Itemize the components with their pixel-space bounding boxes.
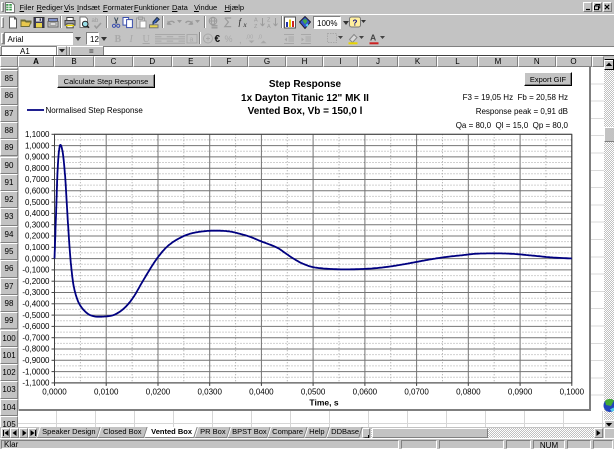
svg-text:-0,4000: -0,4000 <box>22 300 50 309</box>
svg-text:-0,3000: -0,3000 <box>22 288 50 297</box>
svg-text:-0,1000: -0,1000 <box>22 266 50 275</box>
svg-text:-0,2000: -0,2000 <box>22 277 50 286</box>
svg-text:0,8000: 0,8000 <box>25 164 50 173</box>
svg-text:0,3000: 0,3000 <box>25 220 50 229</box>
svg-text:,: , <box>239 35 242 45</box>
svg-text:B: B <box>115 34 122 45</box>
svg-text:a: a <box>189 37 193 44</box>
svg-text:0,9000: 0,9000 <box>25 153 50 162</box>
svg-text:0,1000: 0,1000 <box>560 388 585 397</box>
svg-text:0,0400: 0,0400 <box>249 388 274 397</box>
svg-text:Z: Z <box>254 24 258 29</box>
svg-text:%: % <box>225 34 233 44</box>
svg-text:0,0900: 0,0900 <box>508 388 533 397</box>
svg-text:0,7000: 0,7000 <box>25 175 50 184</box>
svg-text:€: € <box>215 34 221 45</box>
svg-text:0,0300: 0,0300 <box>197 388 222 397</box>
svg-text:Z: Z <box>267 18 271 24</box>
svg-text:A: A <box>370 33 376 43</box>
svg-text:-0,5000: -0,5000 <box>22 311 50 320</box>
svg-text:,00: ,00 <box>246 35 254 41</box>
svg-text:-0,8000: -0,8000 <box>22 345 50 354</box>
svg-text:0,0100: 0,0100 <box>94 388 119 397</box>
svg-text:0,0200: 0,0200 <box>146 388 171 397</box>
svg-text:Normalised Step Response: Normalised Step Response <box>46 106 144 115</box>
svg-text:?: ? <box>353 19 358 28</box>
svg-text:1,0000: 1,0000 <box>25 141 50 150</box>
svg-text:0,4000: 0,4000 <box>25 209 50 218</box>
svg-text:0,0500: 0,0500 <box>301 388 326 397</box>
svg-text:x: x <box>243 21 248 29</box>
svg-text:0,0000: 0,0000 <box>25 254 50 263</box>
svg-text:I: I <box>129 34 134 45</box>
svg-text:-0,9000: -0,9000 <box>22 356 50 365</box>
svg-text:Time, s: Time, s <box>309 398 338 408</box>
svg-text:0,1000: 0,1000 <box>25 243 50 252</box>
svg-text:U: U <box>143 34 151 45</box>
svg-text:,0: ,0 <box>258 35 263 41</box>
svg-text:-1,0000: -1,0000 <box>22 367 50 376</box>
svg-text:A: A <box>254 18 258 24</box>
svg-text:0,0800: 0,0800 <box>456 388 481 397</box>
svg-text:0,0000: 0,0000 <box>42 388 67 397</box>
svg-text:0,0700: 0,0700 <box>404 388 429 397</box>
svg-text:1,1000: 1,1000 <box>25 130 50 139</box>
svg-text:-1,1000: -1,1000 <box>22 379 50 388</box>
svg-text:0,0600: 0,0600 <box>353 388 378 397</box>
svg-text:0,6000: 0,6000 <box>25 187 50 196</box>
svg-text:-0,6000: -0,6000 <box>22 322 50 331</box>
svg-text:f: f <box>239 17 243 27</box>
svg-text:0,2000: 0,2000 <box>25 232 50 241</box>
svg-text:0,5000: 0,5000 <box>25 198 50 207</box>
svg-text:-0,7000: -0,7000 <box>22 333 50 342</box>
svg-text:ab: ab <box>92 18 99 24</box>
svg-text:A: A <box>267 24 271 29</box>
